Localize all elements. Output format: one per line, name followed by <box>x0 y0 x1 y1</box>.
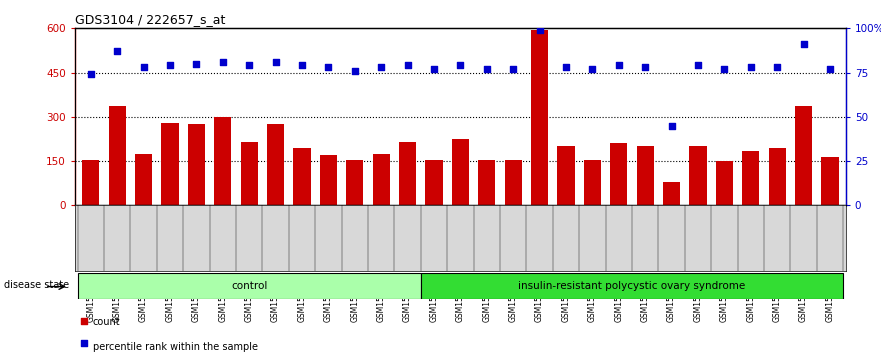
Point <box>506 66 520 72</box>
Point <box>322 64 336 70</box>
Point <box>479 66 493 72</box>
Bar <box>611 143 627 205</box>
Point <box>216 59 230 65</box>
Bar <box>161 123 179 205</box>
Bar <box>399 142 416 205</box>
Text: count: count <box>93 317 120 327</box>
Point <box>664 123 678 129</box>
Bar <box>689 146 707 205</box>
Point <box>453 63 467 68</box>
Point <box>717 66 731 72</box>
Bar <box>742 151 759 205</box>
Bar <box>421 273 843 299</box>
Bar <box>108 107 126 205</box>
Point <box>691 63 705 68</box>
Point <box>242 63 256 68</box>
Point <box>295 63 309 68</box>
Bar <box>214 117 232 205</box>
Point <box>110 48 124 54</box>
Point <box>157 227 171 233</box>
Point <box>638 64 652 70</box>
Text: GDS3104 / 222657_s_at: GDS3104 / 222657_s_at <box>75 13 226 26</box>
Bar <box>135 154 152 205</box>
Bar <box>241 142 258 205</box>
Point <box>611 63 626 68</box>
Point <box>374 64 389 70</box>
Text: disease state: disease state <box>4 280 70 290</box>
Point <box>559 64 573 70</box>
Bar <box>715 161 733 205</box>
Point <box>84 72 98 77</box>
Bar <box>82 160 100 205</box>
Point <box>269 59 283 65</box>
Bar <box>452 139 469 205</box>
Text: insulin-resistant polycystic ovary syndrome: insulin-resistant polycystic ovary syndr… <box>518 281 745 291</box>
Bar <box>478 160 495 205</box>
Bar <box>558 146 574 205</box>
Point <box>348 68 362 74</box>
Point <box>401 63 415 68</box>
Bar <box>188 124 205 205</box>
Point <box>770 64 784 70</box>
Bar <box>584 160 601 205</box>
Bar <box>821 156 839 205</box>
Point <box>137 64 151 70</box>
Point <box>823 66 837 72</box>
Bar <box>373 154 389 205</box>
Bar <box>320 155 337 205</box>
Bar <box>531 30 548 205</box>
Bar <box>768 148 786 205</box>
Point <box>163 63 177 68</box>
Point <box>157 29 171 35</box>
Point <box>744 64 758 70</box>
Bar <box>663 182 680 205</box>
Bar <box>505 160 522 205</box>
Point <box>532 27 546 33</box>
Bar <box>346 160 363 205</box>
Bar <box>78 273 421 299</box>
Text: control: control <box>231 281 267 291</box>
Bar <box>426 160 442 205</box>
Point <box>427 66 441 72</box>
Bar <box>267 124 284 205</box>
Bar <box>637 146 654 205</box>
Point <box>796 41 811 47</box>
Bar <box>795 107 812 205</box>
Point <box>585 66 599 72</box>
Text: percentile rank within the sample: percentile rank within the sample <box>93 342 257 352</box>
Point <box>189 61 204 67</box>
Bar <box>293 148 310 205</box>
